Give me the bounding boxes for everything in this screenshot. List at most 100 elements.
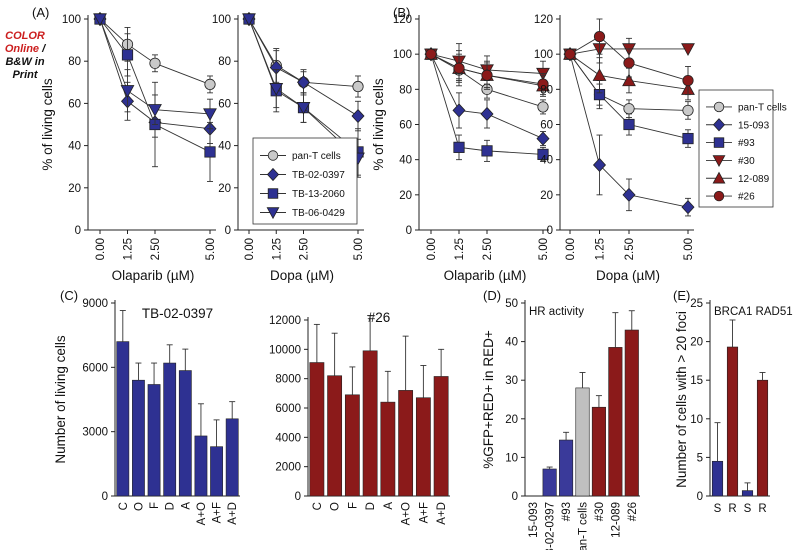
y-tick-label: 0 (102, 491, 108, 503)
chart-title: #26 (368, 310, 391, 325)
y-tick-label: 0 (697, 491, 703, 503)
bw-print-label: B&W in Print (5, 56, 45, 81)
category-label: pan-T cells (578, 502, 590, 550)
category-label: 12-089 (610, 502, 622, 538)
legend-label: TB-13-2060 (292, 189, 345, 200)
bar (756, 379, 769, 497)
category-label: D (365, 502, 377, 510)
category-label: A (383, 502, 395, 510)
x-tick-label: 0.00 (565, 238, 577, 260)
y-tick-label: 40 (399, 155, 412, 167)
category-label: #93 (561, 502, 573, 521)
y-tick-label: 100 (534, 49, 553, 61)
bar (741, 490, 754, 497)
data-point (93, 13, 107, 27)
series-line (99, 18, 211, 153)
data-point (452, 103, 466, 118)
y-tick-label: 30 (505, 375, 518, 387)
legend-label: 15-093 (738, 120, 770, 131)
bar (225, 418, 239, 497)
data-point (242, 13, 256, 27)
data-point (453, 141, 465, 153)
y-tick-label: 80 (540, 84, 553, 96)
data-point (681, 43, 695, 56)
y-tick-label: 2000 (275, 462, 301, 474)
legend-marker (267, 188, 279, 199)
data-point (623, 118, 635, 131)
x-tick-label: 1.25 (454, 238, 466, 260)
data-point (623, 57, 635, 69)
series-line (99, 18, 211, 85)
x-axis-label: Olaparib (µM) (444, 268, 527, 283)
data-point (120, 85, 135, 98)
series-line (248, 18, 359, 159)
y-tick-label: 0 (295, 491, 301, 503)
category-label: A+F (212, 502, 224, 523)
x-tick-label: 2.50 (624, 238, 636, 260)
category-label: S (744, 503, 752, 515)
legend-marker (712, 155, 726, 168)
legend-label: pan-T cells (738, 102, 787, 113)
panel-label-D: (D) (483, 288, 501, 303)
category-label: 15-093 (528, 502, 540, 538)
category-label: R (728, 503, 736, 515)
legend-label: #30 (738, 156, 755, 167)
x-tick-label: 5.00 (538, 238, 550, 260)
chart-title: HR activity (529, 306, 584, 318)
data-point (352, 80, 364, 93)
bar (210, 446, 223, 497)
bar (711, 460, 724, 497)
series-line (569, 53, 689, 140)
note-slash: / (42, 43, 46, 55)
y-tick-label: 6000 (82, 362, 108, 374)
data-point (481, 69, 493, 81)
x-axis-label: Dopa (µM) (596, 268, 660, 283)
y-axis-label: Number of living cells (53, 335, 68, 464)
data-point (622, 73, 636, 87)
y-tick-label: 4000 (275, 432, 301, 444)
y-tick-label: 80 (68, 56, 81, 68)
y-tick-label: 25 (690, 298, 703, 310)
y-tick-label: 50 (505, 298, 518, 310)
data-point (682, 104, 694, 117)
bar (380, 401, 396, 497)
legend-label: #93 (738, 138, 755, 149)
x-axis-label: Olaparib (µM) (112, 268, 195, 283)
data-point (537, 148, 549, 160)
data-point (481, 145, 493, 157)
bar (163, 362, 177, 497)
y-tick-label: 8000 (275, 374, 301, 386)
legend-label: TB-06-0429 (292, 208, 345, 219)
series-line (430, 53, 544, 74)
category-label: A+O (401, 502, 413, 525)
legend-marker (713, 101, 725, 113)
series-line (248, 18, 359, 117)
y-tick-label: 12000 (269, 315, 301, 327)
y-tick-label: 9000 (82, 298, 108, 310)
legend-marker (712, 118, 726, 132)
category-label: F (347, 502, 359, 509)
bar (726, 346, 739, 497)
legend-marker (713, 190, 725, 202)
y-tick-label: 100 (212, 14, 231, 26)
legend-label: #26 (738, 192, 755, 203)
bar (398, 390, 414, 497)
data-point (537, 101, 549, 113)
data-point (593, 30, 606, 43)
category-label: C (312, 502, 324, 510)
y-tick-label: 100 (62, 14, 81, 26)
x-tick-label: 1.25 (271, 238, 283, 260)
bar (147, 384, 161, 497)
bar (591, 406, 606, 497)
data-point (682, 132, 694, 145)
bar (309, 362, 325, 497)
y-axis-label: % of living cells (371, 78, 386, 171)
legend-marker (712, 171, 726, 184)
x-tick-label: 2.50 (299, 238, 311, 260)
bar (415, 397, 431, 497)
y-tick-label: 10 (690, 414, 703, 426)
x-tick-label: 5.00 (683, 238, 695, 260)
legend-marker (266, 207, 280, 220)
y-tick-label: 0 (406, 225, 412, 237)
y-tick-label: 80 (218, 56, 231, 68)
